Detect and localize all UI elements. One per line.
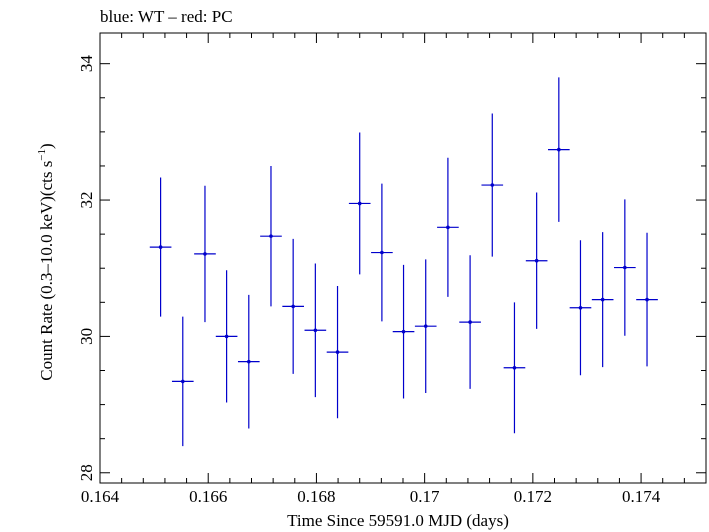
data-point: [260, 165, 282, 307]
point-marker: [180, 379, 185, 384]
point-marker: [557, 147, 561, 152]
data-point: [414, 259, 437, 393]
x-tick-label: 0.17: [410, 487, 440, 506]
data-point: [215, 270, 238, 403]
point-marker: [158, 245, 163, 249]
point-marker: [645, 297, 649, 302]
data-point: [437, 157, 459, 297]
y-axis-label-superscript: −1: [36, 149, 48, 161]
x-tick-label: 0.164: [81, 487, 120, 506]
data-point: [194, 185, 216, 323]
data-point: [459, 255, 481, 389]
data-point: [481, 113, 504, 257]
point-marker: [578, 305, 583, 310]
data-point: [237, 294, 260, 429]
data-point: [569, 240, 592, 376]
y-tick-label: 28: [77, 464, 96, 481]
y-axis-label-close: ): [37, 143, 56, 149]
point-marker: [224, 334, 229, 339]
x-axis-label: Time Since 59591.0 MJD (days): [287, 511, 509, 530]
point-marker: [490, 183, 495, 187]
chart-title: blue: WT – red: PC: [100, 7, 233, 26]
data-point: [348, 132, 371, 275]
tick-labels: 0.164 0.166 0.168 0.17 0.172 0.174 28 30 32 34: [77, 55, 661, 506]
data-point: [591, 232, 614, 368]
data-point: [636, 232, 658, 367]
data-point: [371, 183, 393, 322]
y-tick-label: 34: [77, 55, 96, 73]
point-marker: [380, 250, 384, 255]
y-tick-label: 30: [77, 328, 96, 345]
point-marker: [534, 258, 539, 263]
point-marker: [246, 359, 251, 364]
point-marker: [203, 252, 207, 256]
point-marker: [623, 265, 627, 270]
data-point: [614, 199, 636, 336]
data-point: [304, 263, 327, 398]
data-point: [503, 302, 526, 434]
data-point: [392, 264, 415, 399]
point-marker: [313, 328, 318, 333]
point-marker: [423, 324, 428, 328]
x-tick-label: 0.168: [297, 487, 335, 506]
x-tick-label: 0.166: [189, 487, 227, 506]
y-axis-label: Count Rate (0.3–10.0 keV)(cts s−1): [36, 143, 56, 380]
data-points: [149, 77, 658, 447]
point-marker: [468, 320, 472, 324]
data-point: [326, 285, 349, 419]
axis-ticks: [99, 33, 707, 483]
series-wt: [149, 77, 658, 447]
data-point: [282, 238, 304, 374]
plot-frame: [99, 32, 707, 484]
x-tick-label: 0.172: [514, 487, 552, 506]
point-marker: [512, 365, 517, 370]
data-point: [171, 316, 194, 447]
x-tick-label: 0.174: [622, 487, 661, 506]
point-marker: [446, 225, 450, 230]
y-tick-label: 32: [77, 192, 96, 209]
point-marker: [600, 297, 605, 302]
data-point: [548, 77, 570, 222]
data-point: [525, 192, 548, 329]
point-marker: [269, 234, 273, 238]
y-axis-label-main: Count Rate (0.3–10.0 keV)(cts s: [37, 161, 56, 381]
point-marker: [335, 350, 340, 354]
point-marker: [291, 304, 295, 309]
data-point: [149, 177, 172, 317]
plot-border: [99, 32, 707, 484]
point-marker: [401, 329, 406, 334]
point-marker: [357, 201, 362, 206]
